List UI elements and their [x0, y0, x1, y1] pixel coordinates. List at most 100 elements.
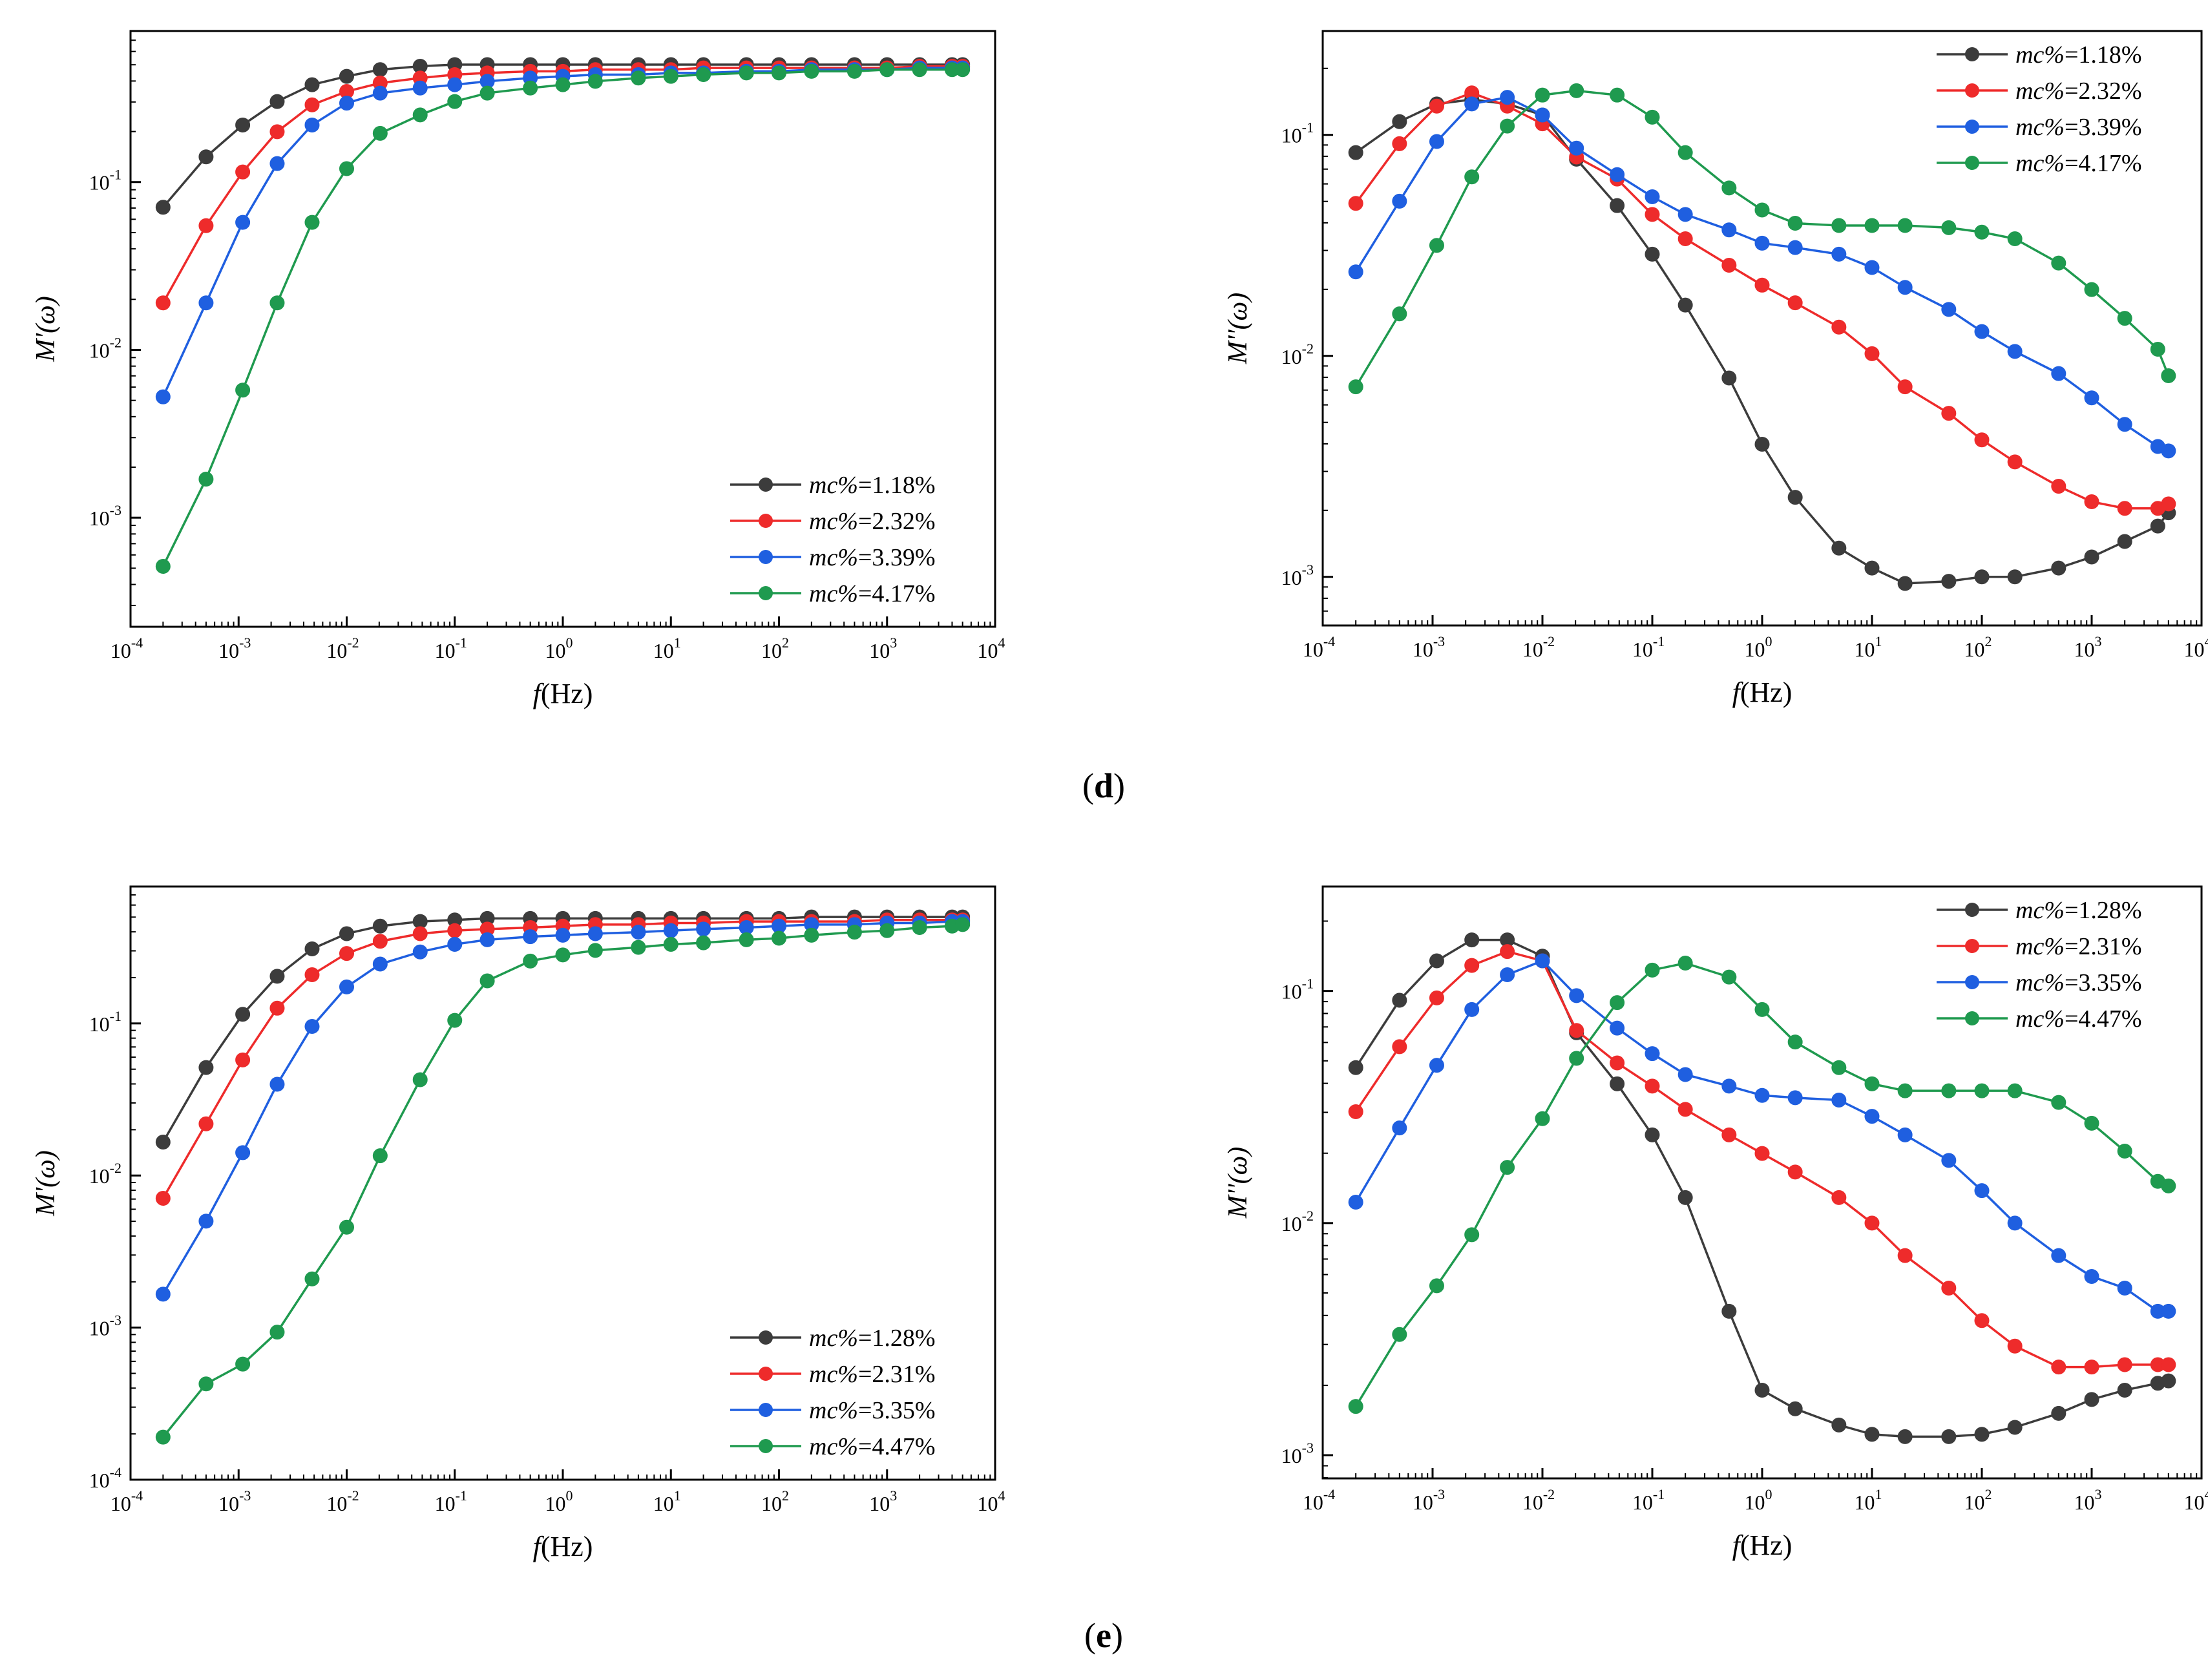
legend-marker [759, 1439, 773, 1453]
data-point [372, 125, 388, 141]
data-point [339, 926, 354, 941]
data-point [1974, 569, 1990, 585]
x-tick-label: 104 [978, 635, 1005, 662]
data-point [1610, 1055, 1625, 1071]
chart-d-left: 10-4 10-3 10-2 10-1 100 101 102 103 104 10-3 10-2 1… [31, 30, 1005, 709]
data-point [2161, 368, 2176, 384]
data-point [1897, 379, 1913, 395]
data-point [2007, 1420, 2023, 1435]
data-point [955, 62, 971, 78]
data-point [2084, 390, 2099, 406]
data-point [587, 943, 603, 958]
data-point [1787, 490, 1803, 505]
data-point [1754, 235, 1770, 251]
data-point [1610, 198, 1625, 213]
data-point [479, 973, 495, 989]
data-point [1429, 953, 1444, 969]
series-line-3 [162, 67, 963, 397]
data-point [269, 1000, 285, 1016]
data-point [2117, 1280, 2132, 1296]
x-tick-label: 103 [2074, 1486, 2102, 1514]
data-point [2084, 1268, 2099, 1284]
data-point [2007, 344, 2023, 359]
data-point [1464, 1002, 1480, 1017]
data-point [1897, 280, 1913, 295]
x-tick-label: 10-4 [110, 635, 143, 662]
data-point [1429, 1278, 1444, 1294]
data-point [2007, 569, 2023, 585]
data-point [412, 1072, 428, 1087]
x-tick-label: 10-2 [1522, 633, 1555, 661]
data-point [372, 934, 388, 949]
data-point [479, 85, 495, 101]
data-point [879, 62, 895, 78]
data-point [1974, 324, 1990, 339]
data-point [1974, 1183, 1990, 1199]
data-point [1429, 98, 1444, 114]
data-point [2117, 1144, 2132, 1159]
x-tick-label: 101 [653, 1487, 681, 1515]
data-point [1348, 1195, 1363, 1210]
data-point [1897, 576, 1913, 591]
data-point [1941, 574, 1957, 589]
data-point [1429, 238, 1444, 253]
data-point [1974, 1083, 1990, 1098]
data-point [447, 936, 463, 952]
data-point [772, 930, 786, 946]
data-point [1864, 1215, 1880, 1231]
x-tick-label: 10-1 [1632, 633, 1665, 661]
data-point [1941, 1083, 1957, 1098]
data-point [555, 927, 571, 943]
data-point [1677, 207, 1693, 222]
data-point [1864, 260, 1880, 275]
data-point [1535, 953, 1550, 969]
legend-marker [1965, 1011, 1979, 1025]
data-point [269, 295, 285, 311]
x-tick-label: 103 [869, 1487, 897, 1515]
data-point [2051, 1095, 2066, 1110]
data-point [412, 80, 428, 96]
data-point [198, 1116, 214, 1131]
legend-marker [759, 586, 773, 600]
data-point [235, 1007, 251, 1022]
data-point [1569, 83, 1584, 98]
x-tick-label: 100 [545, 1487, 573, 1515]
panel-label-e: (e) [1084, 1616, 1123, 1655]
plot-frame [129, 885, 996, 1481]
x-tick-label: 103 [869, 635, 897, 662]
data-point [2007, 231, 2023, 246]
y-tick-label: 10-3 [89, 1312, 121, 1340]
data-point [555, 77, 571, 92]
data-point [1831, 1060, 1847, 1075]
legend-label: mc%=1.18% [809, 472, 936, 499]
data-point [1348, 196, 1363, 211]
data-point [2117, 1382, 2132, 1398]
data-point [1464, 1227, 1480, 1243]
data-point [155, 200, 171, 215]
data-point [1500, 944, 1515, 960]
data-point [1721, 370, 1737, 386]
data-point [1831, 1092, 1847, 1108]
data-point [2117, 311, 2132, 326]
data-point [269, 94, 285, 109]
data-point [2117, 534, 2132, 549]
data-point [198, 295, 214, 311]
data-point [1645, 962, 1660, 978]
data-point [523, 953, 538, 969]
data-point [1974, 1427, 1990, 1442]
data-point [269, 1325, 285, 1340]
data-point [1941, 406, 1957, 421]
data-point [1500, 967, 1515, 983]
data-point [1677, 145, 1693, 160]
data-point [198, 471, 214, 487]
data-point [1787, 1090, 1803, 1106]
legend-label: mc%=4.47% [2015, 1005, 2142, 1033]
data-point [1645, 1078, 1660, 1094]
x-tick-label: 10-3 [218, 635, 251, 662]
data-point [198, 1213, 214, 1229]
x-tick-label: 104 [978, 1487, 1005, 1515]
data-point [1392, 1120, 1407, 1136]
data-point [1610, 1076, 1625, 1091]
data-point [1392, 306, 1407, 322]
data-point [155, 1134, 171, 1150]
